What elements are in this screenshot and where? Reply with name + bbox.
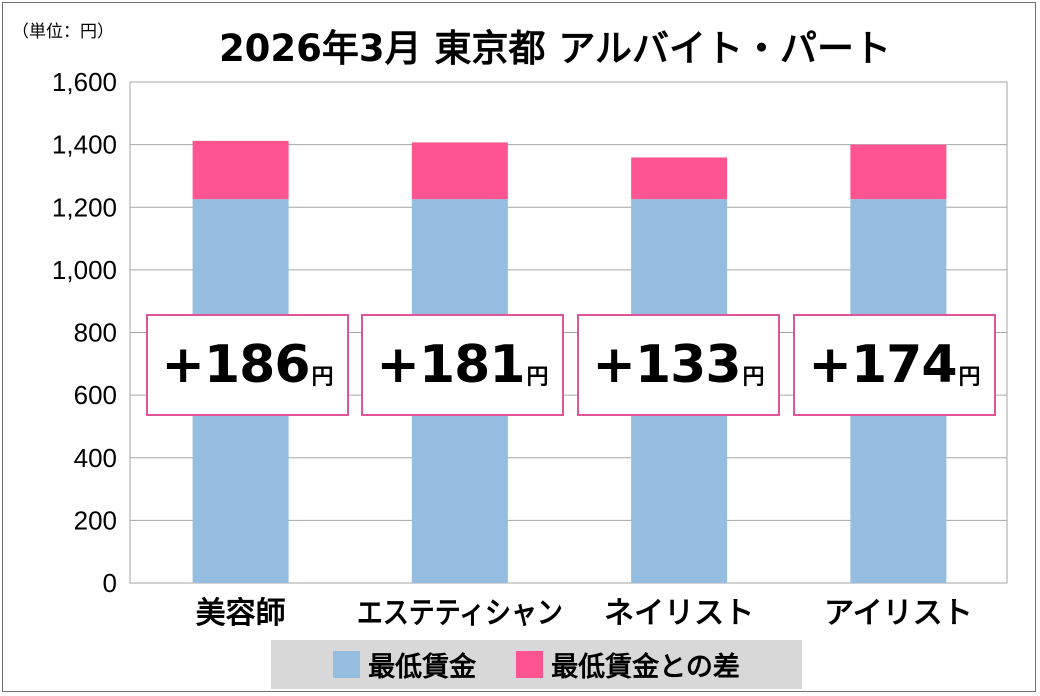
- difference-box: +181 円: [361, 314, 564, 416]
- bar-difference: [631, 157, 728, 200]
- x-tick-label: エステティシャン: [357, 596, 563, 631]
- legend: 最低賃金 最低賃金との差: [271, 640, 802, 689]
- legend-item-difference: 最低賃金との差: [516, 645, 740, 684]
- legend-label-minimum-wage: 最低賃金: [368, 652, 477, 683]
- bar-difference: [411, 142, 508, 200]
- y-tick-label: 0: [103, 568, 117, 598]
- legend-item-minimum-wage: 最低賃金: [333, 645, 476, 684]
- x-tick-label: ネイリスト: [604, 596, 754, 631]
- difference-unit: 円: [311, 365, 334, 390]
- difference-value: +181: [376, 335, 525, 395]
- difference-unit: 円: [742, 365, 765, 390]
- y-tick-label: 1,200: [52, 192, 117, 222]
- unit-label: （単位：円）: [12, 22, 114, 42]
- x-tick-labels: 美容師 エステティシャン ネイリスト アイリスト: [196, 596, 973, 631]
- legend-swatch-difference: [516, 651, 544, 678]
- legend-swatch-minimum-wage: [333, 651, 361, 678]
- x-tick-label: アイリスト: [824, 596, 973, 631]
- y-tick-label: 1,600: [52, 67, 117, 97]
- y-tick-label: 800: [74, 318, 117, 348]
- difference-box: +174 円: [793, 314, 996, 416]
- difference-unit: 円: [526, 365, 549, 390]
- difference-unit: 円: [958, 365, 981, 390]
- bar-difference: [850, 144, 947, 200]
- x-tick-label: 美容師: [196, 596, 286, 631]
- y-tick-label: 200: [74, 505, 117, 535]
- difference-value: +133: [592, 335, 741, 395]
- difference-box: +186 円: [146, 314, 349, 416]
- difference-value: +174: [808, 335, 957, 395]
- y-tick-label: 1,400: [52, 130, 117, 160]
- chart-title: 2026年3月 東京都 アルバイト・パート: [218, 27, 892, 70]
- legend-label-difference: 最低賃金との差: [551, 652, 740, 683]
- bar-difference: [192, 140, 289, 200]
- y-tick-label: 600: [74, 380, 117, 410]
- difference-box: +133 円: [577, 314, 780, 416]
- y-tick-labels: 0 200 400 600 800 1,000 1,200 1,400 1,600: [52, 67, 117, 598]
- difference-value: +186: [161, 335, 310, 395]
- y-tick-label: 400: [74, 443, 117, 473]
- y-tick-label: 1,000: [52, 255, 117, 285]
